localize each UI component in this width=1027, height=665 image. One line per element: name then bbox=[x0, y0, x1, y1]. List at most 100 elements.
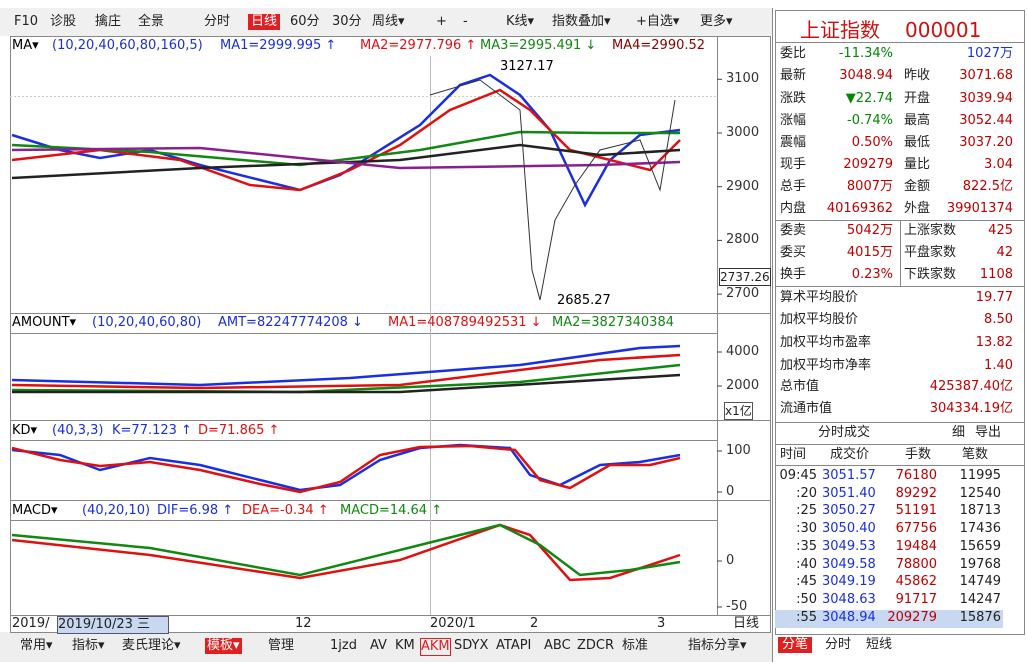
y-tick-label: 4000 bbox=[726, 344, 760, 359]
stat-value: 425387.40亿 bbox=[929, 379, 1013, 394]
toolbar-button[interactable]: 更多▾ bbox=[700, 14, 733, 29]
indicator-tab[interactable]: ABC bbox=[544, 638, 571, 653]
trade-time: :35 bbox=[796, 538, 817, 554]
quote-value: 3071.68 bbox=[959, 68, 1013, 83]
indicator-tab[interactable]: AV bbox=[370, 638, 387, 653]
quote-value: ▼22.74 bbox=[845, 91, 893, 106]
indicator-value: D=71.865 ↑ bbox=[198, 423, 280, 438]
toolbar-button[interactable]: + bbox=[436, 14, 447, 29]
panel-button[interactable]: 导出 bbox=[975, 425, 1002, 440]
quote-label: 外盘 bbox=[904, 201, 931, 216]
quote-label: 下跌家数 bbox=[904, 267, 957, 282]
quote-label: 换手 bbox=[780, 267, 807, 282]
quote-label: 开盘 bbox=[904, 91, 931, 106]
column-header: 手数 bbox=[905, 447, 932, 462]
menu-button[interactable]: 指标▾ bbox=[72, 638, 105, 653]
quote-label: 涨跌 bbox=[780, 91, 807, 106]
trade-count: 15876 bbox=[959, 609, 1001, 625]
toolbar-button[interactable]: 分时 bbox=[204, 14, 231, 29]
menu-button[interactable]: 麦氏理论▾ bbox=[122, 638, 181, 653]
indicator-name: MA▾ bbox=[12, 38, 39, 53]
indicator-value: MA1=408789492531 ↓ bbox=[388, 315, 542, 330]
indicator-value: MA1=2999.995 ↑ bbox=[220, 38, 337, 53]
indicator-params: (40,3,3) bbox=[52, 423, 104, 438]
quote-value: 3039.94 bbox=[959, 91, 1013, 106]
panel-button[interactable]: 细 bbox=[952, 425, 966, 440]
quote-value: 0.50% bbox=[851, 135, 893, 150]
quote-value: 5042万 bbox=[846, 223, 893, 238]
indicator-value: MA3=2995.491 ↓ bbox=[480, 38, 597, 53]
quote-value: 1108 bbox=[979, 267, 1013, 282]
toolbar-button[interactable]: 全景 bbox=[138, 14, 165, 29]
quote-label: 最高 bbox=[904, 113, 931, 128]
trade-time: :50 bbox=[796, 591, 817, 607]
toolbar-button[interactable]: 30分 bbox=[332, 14, 362, 29]
column-header: 笔数 bbox=[962, 447, 989, 462]
y-tick-label: 2800 bbox=[726, 232, 760, 248]
y-tick-label: 3000 bbox=[726, 125, 760, 140]
trade-volume: 19484 bbox=[895, 538, 937, 554]
trade-volume: 89292 bbox=[895, 485, 937, 501]
trade-volume: 209279 bbox=[887, 609, 937, 625]
high-marker: 3127.17 bbox=[500, 59, 554, 74]
trade-volume: 67756 bbox=[895, 521, 937, 537]
indicator-tab[interactable]: AKM bbox=[420, 638, 451, 656]
quote-label: 委买 bbox=[780, 245, 807, 260]
indicator-tab[interactable]: 标准 bbox=[622, 638, 649, 653]
indicator-tab[interactable]: SDYX bbox=[454, 638, 489, 653]
trade-count: 12540 bbox=[959, 485, 1001, 501]
toolbar-button[interactable]: F10 bbox=[14, 14, 39, 29]
y-tick-label: 100 bbox=[726, 443, 751, 458]
bottom-tab[interactable]: 短线 bbox=[866, 637, 893, 652]
quote-value: -0.74% bbox=[847, 113, 893, 128]
indicator-tab[interactable]: KM bbox=[395, 638, 415, 653]
trade-price: 3048.94 bbox=[822, 609, 876, 625]
toolbar-button[interactable]: 周线▾ bbox=[372, 14, 405, 29]
indicator-tab[interactable]: ATAPI bbox=[496, 638, 532, 653]
quote-value: 3052.44 bbox=[959, 113, 1013, 128]
toolbar-button[interactable]: - bbox=[463, 14, 468, 29]
quote-value: -11.34% bbox=[838, 46, 893, 61]
indicator-name: MACD▾ bbox=[12, 503, 58, 518]
column-header: 成交价 bbox=[830, 447, 870, 462]
trade-price: 3049.53 bbox=[822, 538, 876, 554]
low-marker: 2685.27 bbox=[557, 293, 611, 308]
toolbar-button[interactable]: K线▾ bbox=[506, 14, 535, 29]
menu-button[interactable]: 模板▾ bbox=[205, 638, 242, 654]
toolbar-button[interactable]: +自选▾ bbox=[636, 14, 680, 29]
y-tick-label: 2900 bbox=[726, 178, 760, 194]
trade-volume: 45862 bbox=[895, 574, 937, 590]
quote-value: 8007万 bbox=[846, 179, 893, 194]
menu-button[interactable]: 常用▾ bbox=[20, 638, 53, 653]
bottom-tab[interactable]: 分时 bbox=[825, 637, 852, 652]
menu-button[interactable]: 指标分享▾ bbox=[688, 638, 747, 653]
quote-label: 量比 bbox=[904, 157, 931, 172]
toolbar-button[interactable]: 擒庄 bbox=[95, 14, 122, 29]
trade-count: 15659 bbox=[959, 538, 1001, 554]
y-tick-label: 2000 bbox=[726, 378, 760, 393]
bottom-tab[interactable]: 分笔 bbox=[778, 637, 813, 653]
trade-count: 18713 bbox=[959, 503, 1001, 519]
toolbar-button[interactable]: 60分 bbox=[290, 14, 320, 29]
menu-button[interactable]: 管理 bbox=[268, 638, 295, 653]
indicator-tab[interactable]: 1jzd bbox=[330, 638, 357, 653]
quote-value: 822.5亿 bbox=[962, 179, 1013, 194]
unit-label: x1亿 bbox=[724, 402, 753, 420]
toolbar-button[interactable]: 诊股 bbox=[50, 14, 77, 29]
trade-volume: 51191 bbox=[895, 503, 937, 519]
quote-label: 委卖 bbox=[780, 223, 807, 238]
quote-value: 3.04 bbox=[984, 157, 1013, 172]
quote-label: 委比 bbox=[780, 46, 807, 61]
quote-value: 1027万 bbox=[966, 46, 1013, 61]
trade-price: 3051.40 bbox=[822, 485, 876, 501]
toolbar-button[interactable]: 日线 bbox=[248, 14, 281, 30]
trade-count: 14749 bbox=[959, 574, 1001, 590]
current-price: 2737.26 bbox=[719, 268, 771, 286]
toolbar-button[interactable]: 指数叠加▾ bbox=[552, 14, 611, 29]
quote-label: 内盘 bbox=[780, 201, 807, 216]
trade-time: :25 bbox=[796, 503, 817, 519]
indicator-tab[interactable]: ZDCR bbox=[577, 638, 615, 653]
stock-code: 000001 bbox=[905, 18, 982, 42]
quote-label: 上涨家数 bbox=[904, 223, 957, 238]
